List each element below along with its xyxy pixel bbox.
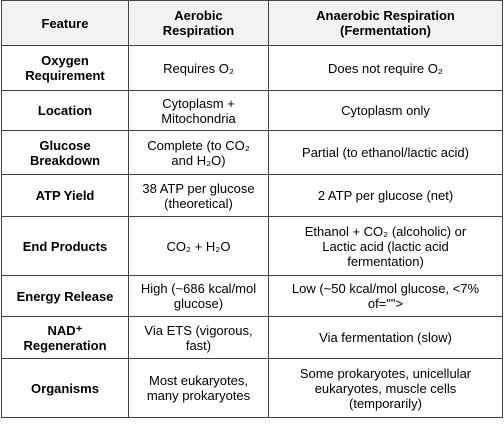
anaerobic-cell: 2 ATP per glucose (net): [268, 174, 503, 217]
table-row: ATP Yield 38 ATP per glucose (theoretica…: [1, 174, 503, 217]
table-row: End Products CO₂ + H₂O Ethanol + CO₂ (al…: [1, 216, 503, 276]
anaerobic-cell: Does not require O₂: [268, 45, 503, 91]
anaerobic-text: Lactic acid (lactic acid: [322, 238, 449, 254]
feature-label: Location: [37, 103, 93, 118]
feature-cell: ATP Yield: [1, 174, 129, 217]
feature-label: Regeneration: [23, 337, 107, 353]
header-feature-label: Feature: [41, 15, 89, 31]
feature-cell: Location: [1, 90, 129, 131]
anaerobic-text: Does not require O₂: [328, 60, 443, 76]
feature-cell: End Products: [1, 216, 129, 276]
table-row: Glucose Breakdown Complete (to CO₂ and H…: [1, 130, 503, 175]
aerobic-text: many prokaryotes: [146, 388, 251, 403]
header-aerobic: Aerobic Respiration: [128, 0, 269, 46]
anaerobic-cell: Low (~50 kcal/mol glucose, <7% of="">: [268, 275, 503, 317]
feature-label: ATP Yield: [35, 188, 95, 203]
header-anaerobic-line: (Fermentation): [340, 23, 431, 38]
anaerobic-text: Low (~50 kcal/mol glucose, <7%: [291, 281, 480, 296]
feature-cell: NAD⁺ Regeneration: [1, 316, 129, 359]
aerobic-text: (theoretical): [164, 195, 233, 211]
anaerobic-text: (temporarily): [349, 395, 422, 411]
header-aerobic-line: Respiration: [162, 23, 235, 38]
aerobic-text: High (~686 kcal/mol: [140, 281, 257, 296]
feature-label: Breakdown: [29, 152, 101, 168]
anaerobic-text: of="">: [367, 296, 404, 311]
aerobic-text: Most eukaryotes,: [149, 373, 248, 388]
table-row: Oxygen Requirement Requires O₂ Does not …: [1, 45, 503, 91]
aerobic-text: and H₂O): [171, 152, 226, 168]
feature-label: Glucose: [39, 137, 91, 153]
anaerobic-text: Partial (to ethanol/lactic acid): [302, 145, 469, 160]
anaerobic-cell: Ethanol + CO₂ (alcoholic) or Lactic acid…: [268, 216, 503, 276]
table-row: NAD⁺ Regeneration Via ETS (vigorous, fas…: [1, 316, 503, 359]
feature-cell: Oxygen Requirement: [1, 45, 129, 91]
anaerobic-text: Ethanol + CO₂ (alcoholic) or: [304, 223, 467, 239]
anaerobic-cell: Some prokaryotes, unicellular eukaryotes…: [268, 358, 503, 418]
header-anaerobic-line: Anaerobic Respiration: [316, 8, 455, 23]
feature-label: Energy Release: [16, 288, 114, 304]
aerobic-cell: Most eukaryotes, many prokaryotes: [128, 358, 269, 418]
anaerobic-text: Cytoplasm only: [341, 103, 430, 118]
header-row: Feature Aerobic Respiration Anaerobic Re…: [1, 0, 503, 46]
feature-label: NAD⁺: [47, 322, 83, 338]
aerobic-text: Mitochondria: [161, 110, 236, 126]
aerobic-cell: CO₂ + H₂O: [128, 216, 269, 276]
anaerobic-text: fermentation): [347, 253, 424, 269]
table-row: Location Cytoplasm + Mitochondria Cytopl…: [1, 90, 503, 131]
aerobic-cell: Requires O₂: [128, 45, 269, 91]
feature-label: End Products: [22, 238, 108, 254]
respiration-comparison-table: Feature Aerobic Respiration Anaerobic Re…: [1, 0, 503, 418]
aerobic-text: 38 ATP per glucose: [142, 180, 255, 196]
anaerobic-text: Some prokaryotes, unicellular: [299, 365, 472, 381]
table-row: Organisms Most eukaryotes, many prokaryo…: [1, 358, 503, 418]
table-row: Energy Release High (~686 kcal/mol gluco…: [1, 275, 503, 317]
aerobic-text: CO₂ + H₂O: [166, 238, 231, 254]
anaerobic-cell: Via fermentation (slow): [268, 316, 503, 359]
aerobic-text: fast): [185, 337, 212, 353]
feature-label: Organisms: [31, 380, 99, 396]
feature-cell: Energy Release: [1, 275, 129, 317]
feature-label: Requirement: [25, 68, 105, 83]
aerobic-cell: High (~686 kcal/mol glucose): [128, 275, 269, 317]
feature-label: Oxygen: [41, 53, 89, 68]
aerobic-cell: Complete (to CO₂ and H₂O): [128, 130, 269, 175]
anaerobic-text: Via fermentation (slow): [319, 330, 452, 345]
anaerobic-text: 2 ATP per glucose (net): [317, 188, 454, 203]
feature-cell: Organisms: [1, 358, 129, 418]
aerobic-text: glucose): [173, 296, 224, 311]
aerobic-text: Requires O₂: [163, 60, 234, 76]
aerobic-text: Via ETS (vigorous,: [144, 322, 253, 338]
header-aerobic-line: Aerobic: [174, 8, 223, 23]
aerobic-cell: 38 ATP per glucose (theoretical): [128, 174, 269, 217]
aerobic-cell: Via ETS (vigorous, fast): [128, 316, 269, 359]
anaerobic-cell: Cytoplasm only: [268, 90, 503, 131]
aerobic-text: Cytoplasm +: [162, 95, 235, 111]
header-feature: Feature: [1, 0, 129, 46]
aerobic-cell: Cytoplasm + Mitochondria: [128, 90, 269, 131]
header-anaerobic: Anaerobic Respiration (Fermentation): [268, 0, 503, 46]
anaerobic-text: eukaryotes, muscle cells: [314, 380, 457, 396]
anaerobic-cell: Partial (to ethanol/lactic acid): [268, 130, 503, 175]
aerobic-text: Complete (to CO₂: [147, 137, 250, 153]
feature-cell: Glucose Breakdown: [1, 130, 129, 175]
